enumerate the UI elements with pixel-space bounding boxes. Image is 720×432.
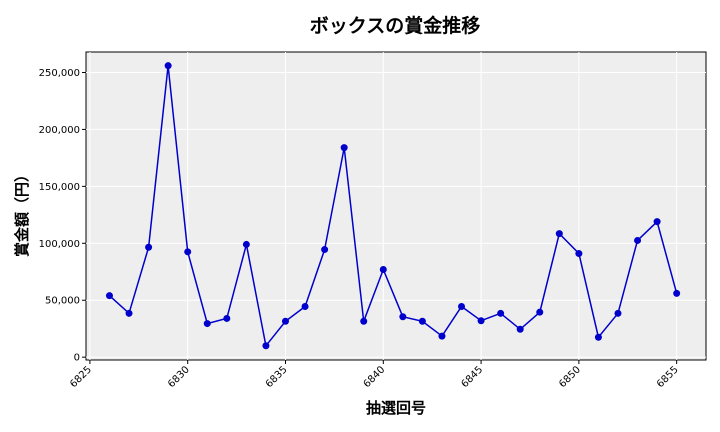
data-point: [105, 292, 113, 300]
plot-area: [85, 51, 707, 361]
data-point: [301, 302, 309, 310]
x-tick-label: 6845: [459, 364, 485, 390]
data-point: [223, 314, 231, 322]
data-point: [634, 236, 642, 244]
data-point: [399, 313, 407, 321]
data-point: [575, 250, 583, 258]
x-tick-label: 6835: [264, 364, 290, 390]
data-point: [418, 317, 426, 325]
data-point: [653, 218, 661, 226]
data-point: [438, 332, 446, 340]
y-tick-label: 0: [74, 353, 80, 364]
series-layer: [105, 62, 681, 350]
data-point: [184, 248, 192, 256]
data-point: [516, 325, 524, 333]
data-point: [203, 320, 211, 328]
x-tick-label: 6830: [166, 364, 192, 390]
y-tick-label: 200,000: [39, 125, 80, 136]
data-point: [262, 342, 270, 350]
data-point: [614, 309, 622, 317]
data-point: [379, 265, 387, 273]
y-tick-label: 250,000: [39, 68, 80, 79]
grid: [86, 52, 706, 360]
series-line: [108, 65, 678, 348]
x-tick-label: 6855: [655, 364, 681, 390]
data-point: [477, 317, 485, 325]
data-point: [321, 246, 329, 254]
data-point: [164, 62, 172, 70]
x-tick-label: 6840: [362, 364, 388, 390]
data-point: [242, 240, 250, 248]
x-axis-title: 抽選回号: [366, 399, 426, 417]
chart-title: ボックスの賞金推移: [310, 14, 480, 37]
y-axis-title: 賞金額（円）: [13, 167, 31, 257]
data-point: [594, 333, 602, 341]
data-point: [281, 317, 289, 325]
y-tick-label: 100,000: [39, 239, 80, 250]
data-point: [555, 230, 563, 238]
x-tick-label: 6850: [557, 364, 583, 390]
y-tick-label: 50,000: [45, 296, 80, 307]
data-point: [497, 309, 505, 317]
data-point: [145, 243, 153, 251]
data-point: [360, 317, 368, 325]
data-point: [340, 144, 348, 152]
y-tick-label: 150,000: [39, 182, 80, 193]
x-tick-label: 6825: [68, 364, 94, 390]
data-point: [536, 308, 544, 316]
data-point: [673, 289, 681, 297]
data-point: [125, 309, 133, 317]
data-point: [458, 302, 466, 310]
